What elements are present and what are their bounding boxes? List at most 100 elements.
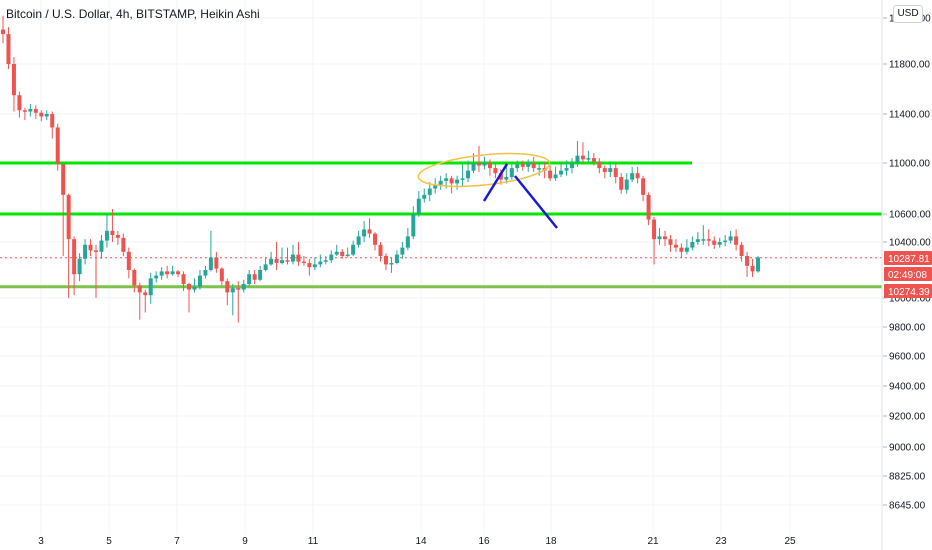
- candle-body: [586, 158, 590, 160]
- candle-body: [357, 236, 361, 244]
- candle: [258, 266, 262, 281]
- candle: [368, 218, 372, 238]
- time-axis-label: 21: [647, 536, 659, 547]
- candle: [696, 232, 700, 245]
- candle: [625, 173, 629, 193]
- candle-body: [280, 260, 284, 263]
- candle: [67, 194, 71, 298]
- candle-body: [537, 168, 541, 170]
- candle-body: [658, 236, 662, 239]
- time-axis[interactable]: 3 5 7 9 11 14 16 18 21 23 25: [38, 536, 796, 547]
- candle: [154, 271, 158, 282]
- countdown-tag: 02:49:08: [884, 267, 932, 281]
- candle-body: [105, 231, 109, 241]
- candle: [6, 27, 10, 69]
- candle: [105, 214, 109, 248]
- candle-body: [313, 264, 317, 267]
- candle-body: [132, 270, 136, 285]
- candle-body: [214, 257, 218, 268]
- candle: [94, 245, 98, 298]
- candle: [482, 157, 486, 170]
- candle: [554, 167, 558, 181]
- candle: [532, 157, 536, 172]
- second-price-tag: 10274.39: [884, 284, 932, 298]
- candle: [99, 235, 103, 259]
- candle-body: [329, 255, 333, 261]
- candle-body: [17, 95, 21, 110]
- candle-body: [291, 255, 295, 262]
- candle: [647, 192, 651, 225]
- candle: [712, 236, 716, 249]
- second-price-text: 10274.39: [888, 287, 930, 298]
- candle: [707, 229, 711, 246]
- candle: [116, 231, 120, 245]
- candle-body: [192, 287, 196, 290]
- candle: [160, 267, 164, 280]
- price-axis-label: 11400.00: [889, 110, 930, 121]
- candle-body: [674, 245, 678, 248]
- candle-body: [307, 263, 311, 267]
- candle: [149, 273, 153, 304]
- candle-body: [176, 271, 180, 274]
- candle-body: [488, 163, 492, 168]
- candle: [668, 235, 672, 252]
- candle: [597, 158, 601, 173]
- time-axis-label: 14: [415, 536, 427, 547]
- price-axis-label: 10400.00: [889, 238, 931, 249]
- candle: [641, 176, 645, 202]
- currency-button[interactable]: USD: [893, 5, 923, 23]
- price-axis-label: 9000.00: [889, 443, 926, 454]
- candle-body: [696, 239, 700, 242]
- candle: [439, 176, 443, 190]
- candle-body: [647, 195, 651, 220]
- candle-body: [127, 252, 131, 270]
- candle: [740, 242, 744, 262]
- candle: [734, 229, 738, 250]
- candle: [614, 164, 618, 183]
- candle: [575, 141, 579, 167]
- candle-body: [395, 255, 399, 263]
- candle: [581, 142, 585, 163]
- countdown-text: 02:49:08: [888, 270, 927, 281]
- candle-body: [318, 262, 322, 265]
- candle-body: [450, 178, 454, 183]
- last-price-text: 10287.81: [888, 254, 930, 265]
- candle: [389, 257, 393, 272]
- candle-body: [99, 241, 103, 252]
- candle-body: [690, 242, 694, 248]
- candle-body: [581, 156, 585, 160]
- candle-body: [417, 199, 421, 214]
- candle: [45, 110, 49, 120]
- candle-body: [707, 239, 711, 241]
- candle-body: [34, 109, 38, 113]
- candle-body: [745, 256, 749, 266]
- candle: [603, 166, 607, 179]
- chart-grid: [0, 0, 882, 535]
- candle-body: [269, 259, 273, 265]
- candle: [619, 173, 623, 193]
- candle-body: [641, 178, 645, 195]
- candle: [493, 163, 497, 178]
- candle-body: [242, 284, 246, 290]
- candle: [630, 167, 634, 182]
- candle-body: [220, 269, 224, 282]
- candle-body: [575, 156, 579, 163]
- candle-body: [751, 266, 755, 272]
- candle: [318, 255, 322, 268]
- candle: [198, 270, 202, 290]
- candle-body: [723, 241, 727, 243]
- candle-body: [411, 214, 415, 236]
- candle: [171, 266, 175, 276]
- candle-body: [264, 264, 268, 270]
- candle: [280, 248, 284, 265]
- candle-body: [83, 245, 87, 259]
- candle-body: [565, 168, 569, 171]
- candle-body: [285, 260, 289, 262]
- candle: [253, 270, 257, 284]
- candle-body: [89, 245, 93, 251]
- candle: [121, 234, 125, 256]
- candle: [422, 189, 426, 203]
- candle-body: [138, 285, 142, 292]
- candle-body: [444, 178, 448, 181]
